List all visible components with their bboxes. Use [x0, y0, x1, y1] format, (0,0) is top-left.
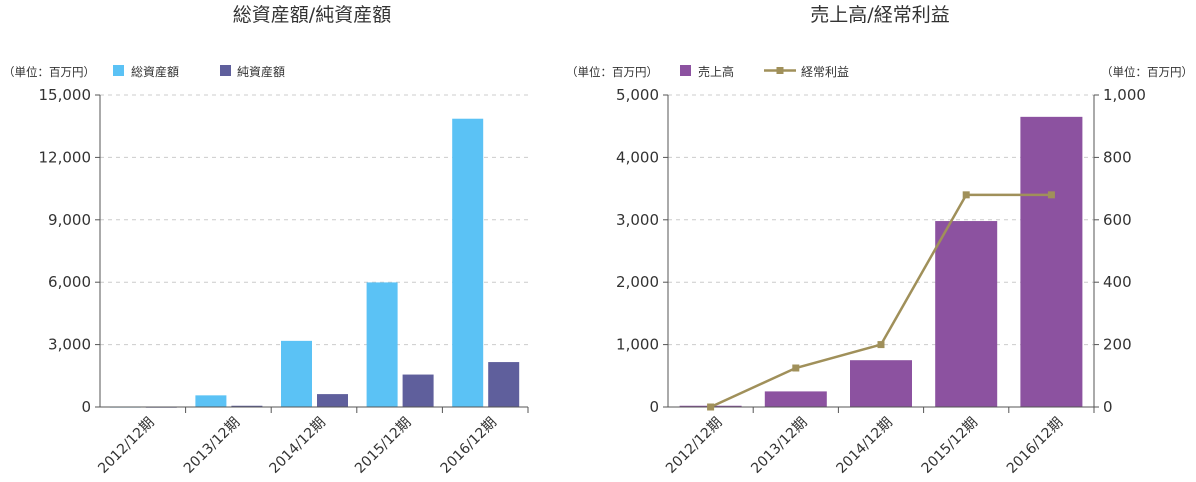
assets-legend-swatch-total: [113, 65, 124, 76]
assets-legend: 総資産額 純資産額: [113, 64, 285, 79]
sales-category-label: 2014/12期: [833, 415, 895, 477]
sales-category-label: 2012/12期: [663, 415, 725, 477]
sales-right-tick-label: 0: [1103, 398, 1113, 416]
sales-legend: 売上高 経常利益: [680, 64, 849, 79]
assets-bar-total: [452, 118, 484, 407]
assets-bar-net: [402, 374, 434, 407]
sales-unit-label-left: （単位：百万円）: [566, 65, 658, 79]
sales-legend-label-ordinary-profit: 経常利益: [801, 65, 849, 79]
sales-ordinary-profit-point: [1047, 191, 1055, 199]
sales-category-label: 2013/12期: [748, 415, 810, 477]
assets-bar-total: [366, 282, 398, 407]
assets-category-labels: 2012/12期 2013/12期 2014/12期 2015/12期 2016/12期: [95, 415, 500, 477]
assets-y-tick-label: 0: [81, 398, 91, 416]
sales-ordinary-profit-line: [707, 191, 1055, 411]
assets-category-label: 2015/12期: [352, 415, 414, 477]
sales-category-label: 2015/12期: [919, 415, 981, 477]
assets-bar-total: [281, 340, 312, 407]
sales-right-tick-label: 200: [1103, 336, 1132, 354]
sales-category-label: 2016/12期: [1004, 415, 1066, 477]
sales-ordinary-profit-point: [707, 403, 715, 411]
assets-legend-label-total: 総資産額: [131, 64, 179, 79]
assets-unit-label: （単位：百万円）: [3, 65, 95, 79]
assets-y-tick-label: 15,000: [39, 86, 92, 104]
sales-unit-label-right: （単位：百万円）: [1101, 65, 1193, 79]
assets-category-label: 2012/12期: [95, 415, 157, 477]
sales-left-tick-label: 2,000: [616, 273, 659, 291]
assets-bars: [109, 118, 520, 408]
sales-left-tick-label: 0: [649, 398, 659, 416]
sales-x-axis-ticks: [752, 407, 1095, 413]
sales-left-tick-label: 4,000: [616, 148, 659, 166]
assets-bar-net: [488, 362, 520, 407]
sales-ordinary-profit-point: [877, 341, 885, 349]
assets-chart: 総資産額/純資産額 （単位：百万円） 総資産額 純資産額 0 3,000 6,000…: [3, 4, 529, 477]
sales-revenue-bars: [679, 116, 1083, 407]
assets-chart-title: 総資産額/純資産額: [233, 4, 391, 26]
assets-y-tick-label: 3,000: [48, 336, 91, 354]
sales-left-tick-label: 3,000: [616, 211, 659, 229]
sales-revenue-bar: [935, 221, 998, 407]
sales-right-axis-ticks: 0 200 400 600 800 1,000: [1094, 86, 1146, 416]
sales-right-tick-label: 400: [1103, 273, 1132, 291]
sales-legend-marker-ordinary-profit: [776, 67, 784, 74]
sales-left-tick-label: 1,000: [616, 336, 659, 354]
assets-category-label: 2014/12期: [266, 415, 328, 477]
assets-y-tick-label: 9,000: [48, 211, 91, 229]
assets-legend-label-net: 純資産額: [237, 64, 285, 79]
sales-right-tick-label: 600: [1103, 211, 1132, 229]
assets-x-axis-ticks: [185, 407, 529, 413]
assets-bar-net: [317, 394, 348, 407]
sales-revenue-bar: [850, 360, 912, 407]
sales-ordinary-profit-point: [962, 191, 970, 199]
sales-left-tick-label: 5,000: [616, 86, 659, 104]
sales-right-tick-label: 1,000: [1103, 86, 1146, 104]
sales-chart-title: 売上高/経常利益: [810, 4, 949, 26]
assets-bar-net: [231, 405, 263, 407]
sales-ordinary-profit-point: [792, 364, 800, 372]
sales-left-axis-ticks: 0 1,000 2,000 3,000 4,000 5,000: [616, 86, 668, 416]
sales-revenue-bar: [764, 391, 827, 407]
assets-legend-swatch-net: [220, 65, 231, 76]
sales-category-labels: 2012/12期 2013/12期 2014/12期 2015/12期 2016/12期: [663, 415, 1066, 477]
assets-category-label: 2013/12期: [181, 415, 243, 477]
assets-category-label: 2016/12期: [438, 415, 500, 477]
sales-legend-label-revenue: 売上高: [698, 64, 734, 79]
sales-legend-swatch-revenue: [680, 65, 691, 76]
sales-chart: 売上高/経常利益 （単位：百万円） （単位：百万円） 売上高 経常利益 0 1,0…: [566, 4, 1193, 477]
assets-y-tick-label: 6,000: [48, 273, 91, 291]
assets-y-axis-ticks: 0 3,000 6,000 9,000 12,000 15,000: [39, 86, 100, 416]
assets-y-tick-label: 12,000: [39, 148, 92, 166]
assets-bar-total: [195, 395, 227, 407]
sales-right-tick-label: 800: [1103, 148, 1132, 166]
sales-revenue-bar: [1020, 116, 1083, 407]
